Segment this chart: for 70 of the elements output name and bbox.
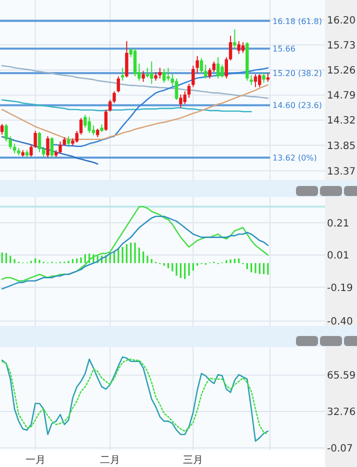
y-tick-label: 32.76 bbox=[327, 407, 356, 418]
candlestick bbox=[258, 74, 262, 88]
candlestick bbox=[79, 118, 83, 136]
ref-line-label: 15.20 (38.2) bbox=[272, 69, 322, 78]
candlestick bbox=[88, 116, 91, 134]
y-tick-label: 14.79 bbox=[327, 90, 356, 102]
candlestick bbox=[200, 58, 204, 74]
x-tick-label: 二月 bbox=[100, 455, 120, 466]
y-tick-label: 14.32 bbox=[327, 116, 356, 127]
candlestick bbox=[250, 74, 253, 86]
candlestick bbox=[192, 65, 195, 88]
y-tick-label: -0.07 bbox=[327, 443, 353, 454]
candlestick bbox=[208, 67, 212, 80]
candlestick bbox=[196, 56, 199, 74]
candlestick bbox=[30, 144, 33, 157]
candlestick bbox=[237, 40, 240, 54]
y-tick-label: 0.21 bbox=[327, 218, 350, 230]
ref-line-label: 13.62 (0%) bbox=[272, 154, 317, 163]
y-tick-label: 15.26 bbox=[327, 65, 356, 76]
ref-line-label: 16.18 (61.8) bbox=[272, 16, 322, 26]
candlestick bbox=[146, 67, 150, 78]
candlestick bbox=[212, 60, 216, 73]
candlestick bbox=[34, 130, 37, 148]
candlestick bbox=[84, 114, 87, 128]
candlestick bbox=[8, 136, 12, 150]
y-tick-label: 65.59 bbox=[327, 370, 356, 382]
candlestick bbox=[233, 28, 236, 50]
candlestick bbox=[104, 108, 108, 132]
y-tick-label: 13.85 bbox=[327, 140, 356, 152]
candlestick bbox=[0, 123, 4, 136]
candlestick bbox=[46, 136, 50, 158]
line-series bbox=[1, 206, 269, 282]
candlestick bbox=[58, 141, 62, 154]
candlestick bbox=[187, 83, 191, 98]
candlestick bbox=[150, 60, 154, 84]
candlestick bbox=[224, 56, 228, 80]
x-tick-label: 一月 bbox=[25, 455, 46, 466]
y-tick-label: 15.73 bbox=[327, 40, 356, 52]
candlestick bbox=[38, 131, 42, 153]
candlestick bbox=[42, 146, 46, 157]
candlestick bbox=[174, 78, 178, 100]
candlestick bbox=[4, 123, 8, 142]
candlestick bbox=[75, 130, 78, 144]
candlestick bbox=[220, 64, 224, 78]
candlestick bbox=[133, 48, 137, 77]
candlestick bbox=[179, 94, 182, 108]
candlestick bbox=[262, 72, 266, 84]
candlestick bbox=[158, 67, 162, 80]
line-series bbox=[1, 216, 269, 290]
candlestick bbox=[162, 68, 166, 84]
y-tick-label: 0.01 bbox=[327, 250, 350, 262]
y-tick-label: -0.19 bbox=[327, 282, 353, 294]
y-tick-label: 13.37 bbox=[327, 166, 356, 178]
y-tick-label: -0.40 bbox=[327, 316, 353, 328]
candlestick bbox=[204, 64, 208, 80]
candlestick bbox=[142, 70, 145, 82]
ref-line-label: 15.66 bbox=[272, 44, 296, 54]
candlestick bbox=[112, 90, 116, 104]
candlestick bbox=[125, 40, 128, 78]
line-series bbox=[1, 65, 269, 99]
candlestick bbox=[216, 56, 220, 80]
candlestick bbox=[228, 35, 232, 61]
x-tick-label: 三月 bbox=[183, 455, 204, 466]
candlestick bbox=[166, 67, 170, 82]
candlestick bbox=[116, 76, 120, 93]
candlestick bbox=[50, 136, 54, 158]
ref-line-label: 14.60 (23.6) bbox=[272, 101, 322, 110]
y-tick-label: 16.20 bbox=[327, 15, 356, 26]
candlestick bbox=[183, 90, 186, 105]
candlestick bbox=[108, 99, 112, 112]
